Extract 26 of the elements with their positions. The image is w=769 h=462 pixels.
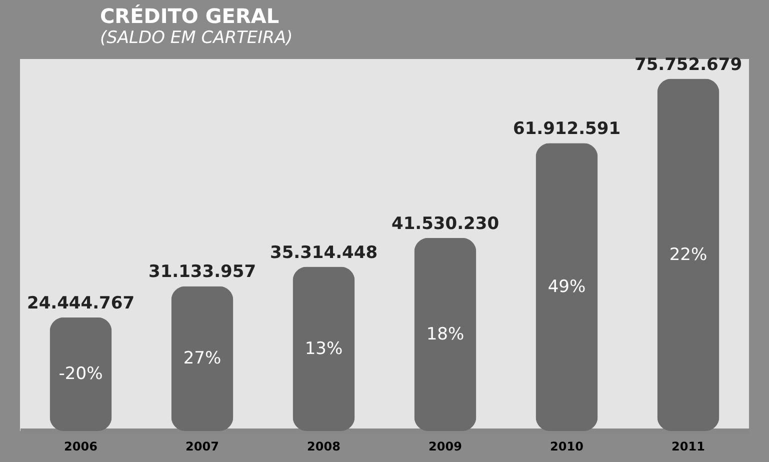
x-tick-label: 2010	[550, 440, 584, 454]
data-label: 61.912.591	[512, 119, 621, 140]
annotation: 49%	[548, 277, 586, 298]
bar	[657, 78, 720, 431]
annotation: 18%	[426, 324, 464, 344]
annotation: 22%	[669, 244, 708, 265]
data-label: 31.133.957	[148, 262, 256, 282]
x-tick-label: 2009	[428, 440, 462, 454]
data-label: 24.444.767	[26, 293, 135, 314]
x-tick-label: 2011	[672, 440, 705, 454]
x-tick-label: 2008	[307, 440, 340, 454]
annotation: 13%	[304, 338, 343, 359]
annotation: 27%	[183, 348, 222, 369]
data-label: 41.530.230	[391, 214, 500, 234]
bar	[50, 317, 112, 431]
data-label: 35.314.448	[270, 242, 378, 263]
data-label: 75.752.679	[634, 54, 742, 75]
x-tick-label: 2007	[186, 440, 219, 454]
bar	[292, 266, 355, 431]
chart-title: CRÉDITO GERAL	[100, 4, 280, 28]
bar	[171, 286, 234, 431]
annotation: -20%	[58, 364, 103, 384]
bar	[414, 238, 476, 431]
chart-subtitle: (SALDO EM CARTEIRA)	[100, 28, 293, 48]
x-tick-label: 2006	[64, 440, 98, 454]
bar	[536, 143, 598, 431]
